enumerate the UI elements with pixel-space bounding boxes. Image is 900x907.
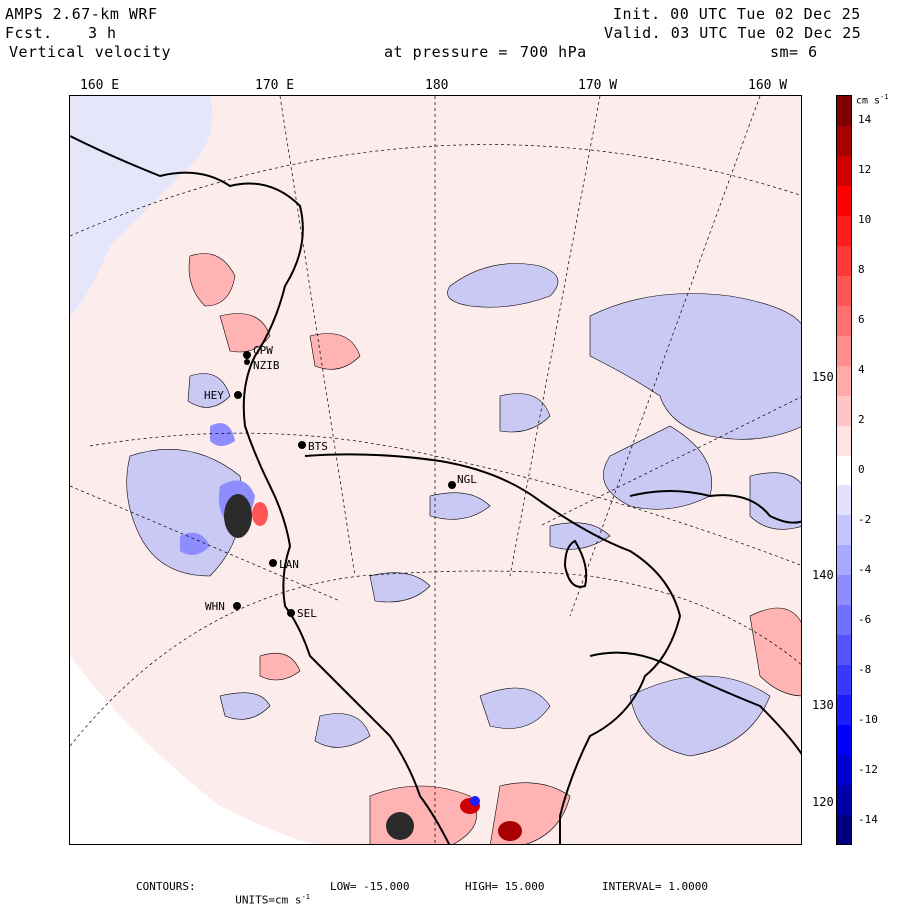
footer-contours: CONTOURS: <box>136 880 196 893</box>
colorbar-tick-label: 2 <box>858 413 865 426</box>
colorbar-segment <box>837 425 851 456</box>
colorbar-tick-label: -14 <box>858 813 878 826</box>
forecast-value: 3 h <box>88 24 117 42</box>
sea-region <box>70 96 213 316</box>
station-sel <box>287 609 295 617</box>
station-cpw-label: CPW <box>253 344 273 357</box>
field-name: Vertical velocity <box>9 43 172 61</box>
station-cpw <box>243 351 251 359</box>
smoothing: sm= 6 <box>770 43 818 61</box>
colorbar-unit-text: cm s <box>856 95 881 107</box>
station-bts-label: BTS <box>308 440 328 453</box>
colorbar-tick-label: -10 <box>858 713 878 726</box>
forecast-label: Fcst. <box>5 24 53 42</box>
colorbar-tick-label: -12 <box>858 763 878 776</box>
colorbar-segment <box>837 754 851 785</box>
valid-time: Valid. 03 UTC Tue 02 Dec 25 <box>604 24 862 42</box>
coastline <box>70 135 801 844</box>
pressure-label: at pressure = <box>384 43 508 61</box>
station-nzib-label: NZIB <box>253 359 280 372</box>
colorbar-tick-label: -8 <box>858 663 872 676</box>
lon-label-160e: 160 E <box>80 78 120 93</box>
convective-cluster <box>224 494 522 841</box>
lon-label-170w: 170 W <box>578 78 618 93</box>
colorbar-segment <box>837 664 851 695</box>
station-whn <box>233 602 241 610</box>
graticule <box>70 96 801 844</box>
station-sel-label: SEL <box>297 607 317 620</box>
colorbar-segment <box>837 245 851 276</box>
colorbar-segment <box>837 455 851 486</box>
model-title: AMPS 2.67-km WRF <box>5 5 158 23</box>
colorbar-tick-label: -4 <box>858 563 872 576</box>
station-whn-label: WHN <box>205 600 225 613</box>
ocean-area <box>70 656 315 844</box>
colorbar-segment <box>837 484 851 516</box>
colorbar-segment <box>837 365 851 396</box>
colorbar-segment <box>837 514 851 546</box>
station-ngl-label: NGL <box>457 473 477 486</box>
colorbar-unit-exp: -1 <box>880 93 889 101</box>
lon-label-170e: 170 E <box>255 78 295 93</box>
colorbar-segment <box>837 305 851 336</box>
colorbar-tick-label: -2 <box>858 513 872 526</box>
colorbar-segment <box>837 125 851 157</box>
station-lan-label: LAN <box>279 558 299 571</box>
colorbar-tick-label: 14 <box>858 113 872 126</box>
station-lan <box>269 559 277 567</box>
footer-high: HIGH= 15.000 <box>465 880 545 893</box>
colorbar-segment <box>837 604 851 636</box>
colorbar-segment <box>837 634 851 665</box>
colorbar-segment <box>837 814 851 845</box>
pressure-value: 700 hPa <box>520 43 587 61</box>
colorbar-segment <box>837 544 851 576</box>
colorbar-tick-label: 0 <box>858 463 865 476</box>
colorbar-tick-label: -6 <box>858 613 872 626</box>
colorbar-tick-label: 6 <box>858 313 865 326</box>
footer-low: LOW= -15.000 <box>330 880 410 893</box>
colorbar-segment <box>837 155 851 187</box>
station-ngl <box>448 481 456 489</box>
vertical-velocity-map[interactable]: CPW NZIB HEY BTS NGL LAN WHN SEL <box>69 95 802 845</box>
colorbar-segment <box>837 96 851 127</box>
footer-interval: INTERVAL= 1.0000 <box>602 880 708 893</box>
colorbar-unit: cm s-1 <box>856 93 889 106</box>
station-bts <box>298 441 306 449</box>
stations: CPW NZIB HEY BTS NGL LAN WHN SEL <box>204 344 477 620</box>
colorbar-tick-label: 12 <box>858 163 872 176</box>
station-nzib <box>244 359 250 365</box>
colorbar-tick-label: 8 <box>858 263 865 276</box>
colorbar-segment <box>837 784 851 815</box>
footer-units: UNITS=cm s-1 <box>222 880 310 907</box>
colorbar-segment <box>837 215 851 247</box>
footer-units-exp: -1 <box>301 893 310 901</box>
lon-label-160w: 160 W <box>748 78 788 93</box>
footer-units-text: UNITS=cm s <box>235 893 302 907</box>
colorbar-segment <box>837 185 851 217</box>
station-hey-label: HEY <box>204 389 224 402</box>
lon-label-180: 180 <box>425 78 449 93</box>
colorbar-tick-label: 4 <box>858 363 865 376</box>
colorbar <box>836 95 852 845</box>
colorbar-segment <box>837 724 851 755</box>
init-time: Init. 00 UTC Tue 02 Dec 25 <box>613 5 861 23</box>
map-canvas: CPW NZIB HEY BTS NGL LAN WHN SEL <box>70 96 801 844</box>
colorbar-segment <box>837 574 851 606</box>
colorbar-segment <box>837 335 851 366</box>
colorbar-segment <box>837 275 851 306</box>
colorbar-tick-label: 10 <box>858 213 872 226</box>
station-hey <box>234 391 242 399</box>
colorbar-segment <box>837 694 851 725</box>
colorbar-segment <box>837 395 851 426</box>
